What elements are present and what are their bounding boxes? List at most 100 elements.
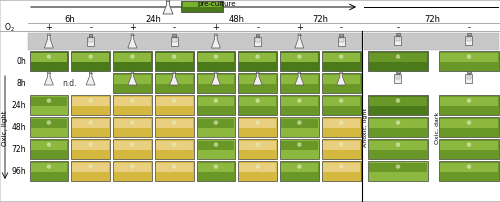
Bar xyxy=(181,2,223,13)
Bar xyxy=(254,37,261,47)
Bar xyxy=(338,37,344,47)
Text: pre-culture: pre-culture xyxy=(198,1,236,7)
Bar xyxy=(155,52,194,72)
Polygon shape xyxy=(163,1,173,15)
Polygon shape xyxy=(128,35,137,49)
Bar xyxy=(255,39,260,43)
Bar xyxy=(323,163,360,172)
Circle shape xyxy=(256,121,259,125)
Bar xyxy=(238,74,277,94)
Bar xyxy=(440,54,498,63)
Circle shape xyxy=(131,121,134,125)
Bar xyxy=(396,72,400,73)
Bar xyxy=(198,98,234,106)
Bar xyxy=(440,163,498,172)
Bar xyxy=(280,161,319,181)
Bar xyxy=(72,119,109,128)
Bar xyxy=(114,98,151,106)
Bar xyxy=(369,163,427,172)
Bar xyxy=(172,39,176,43)
Bar xyxy=(369,54,427,63)
Circle shape xyxy=(256,78,259,81)
Circle shape xyxy=(340,56,342,59)
Bar xyxy=(281,76,318,85)
Bar xyxy=(439,52,499,72)
Bar xyxy=(72,139,110,159)
Text: O: O xyxy=(5,23,11,32)
Bar xyxy=(368,117,428,137)
Polygon shape xyxy=(44,35,54,49)
Circle shape xyxy=(396,143,400,146)
Bar xyxy=(198,76,234,85)
Bar xyxy=(396,38,400,42)
Bar xyxy=(369,141,427,150)
Circle shape xyxy=(340,143,342,146)
Bar xyxy=(238,117,277,137)
Text: 0h: 0h xyxy=(16,57,26,66)
Circle shape xyxy=(214,165,218,168)
Bar xyxy=(468,73,470,75)
Circle shape xyxy=(468,56,470,59)
Circle shape xyxy=(298,56,301,59)
Bar xyxy=(156,141,192,150)
Bar xyxy=(280,139,319,159)
Bar xyxy=(440,119,498,128)
Bar xyxy=(240,54,276,63)
Bar xyxy=(155,161,194,181)
Bar xyxy=(72,96,110,115)
Text: 72h: 72h xyxy=(12,145,26,154)
Bar xyxy=(170,37,177,47)
Text: 96h: 96h xyxy=(12,167,26,176)
Bar xyxy=(466,38,471,42)
Bar xyxy=(240,98,276,106)
Bar xyxy=(364,34,499,51)
Bar xyxy=(113,117,152,137)
Text: +: + xyxy=(46,23,52,32)
Bar xyxy=(156,54,192,63)
Text: Anoxic, light: Anoxic, light xyxy=(364,108,368,147)
Circle shape xyxy=(214,121,218,125)
Bar xyxy=(155,74,194,94)
Circle shape xyxy=(172,143,176,146)
Circle shape xyxy=(131,165,134,168)
Bar xyxy=(113,52,152,72)
Bar xyxy=(30,54,68,63)
Bar xyxy=(72,52,110,72)
Polygon shape xyxy=(44,73,54,86)
Polygon shape xyxy=(170,73,178,86)
Bar xyxy=(89,36,92,38)
Bar xyxy=(89,35,92,37)
Text: -: - xyxy=(340,23,342,32)
Bar xyxy=(30,139,68,159)
Bar xyxy=(368,161,428,181)
Bar xyxy=(467,72,470,73)
Bar xyxy=(280,96,319,115)
Text: Oxic, light: Oxic, light xyxy=(2,110,8,145)
Circle shape xyxy=(298,143,301,146)
Bar xyxy=(240,119,276,128)
Circle shape xyxy=(340,100,342,103)
Bar xyxy=(323,76,360,85)
Bar xyxy=(72,54,109,63)
Bar xyxy=(30,161,68,181)
Bar xyxy=(114,119,151,128)
Circle shape xyxy=(256,165,259,168)
Circle shape xyxy=(131,56,134,59)
Circle shape xyxy=(214,78,218,81)
Polygon shape xyxy=(212,35,220,49)
Text: +: + xyxy=(129,23,136,32)
Circle shape xyxy=(298,165,301,168)
Bar xyxy=(322,161,360,181)
Bar xyxy=(113,96,152,115)
Bar xyxy=(30,163,68,172)
Bar xyxy=(368,96,428,115)
Bar xyxy=(340,36,342,38)
Bar xyxy=(183,3,221,8)
Circle shape xyxy=(396,121,400,125)
Bar xyxy=(88,39,93,43)
Circle shape xyxy=(48,100,50,103)
Circle shape xyxy=(89,121,92,125)
Circle shape xyxy=(131,78,134,81)
Bar xyxy=(466,76,471,80)
Bar xyxy=(322,52,360,72)
